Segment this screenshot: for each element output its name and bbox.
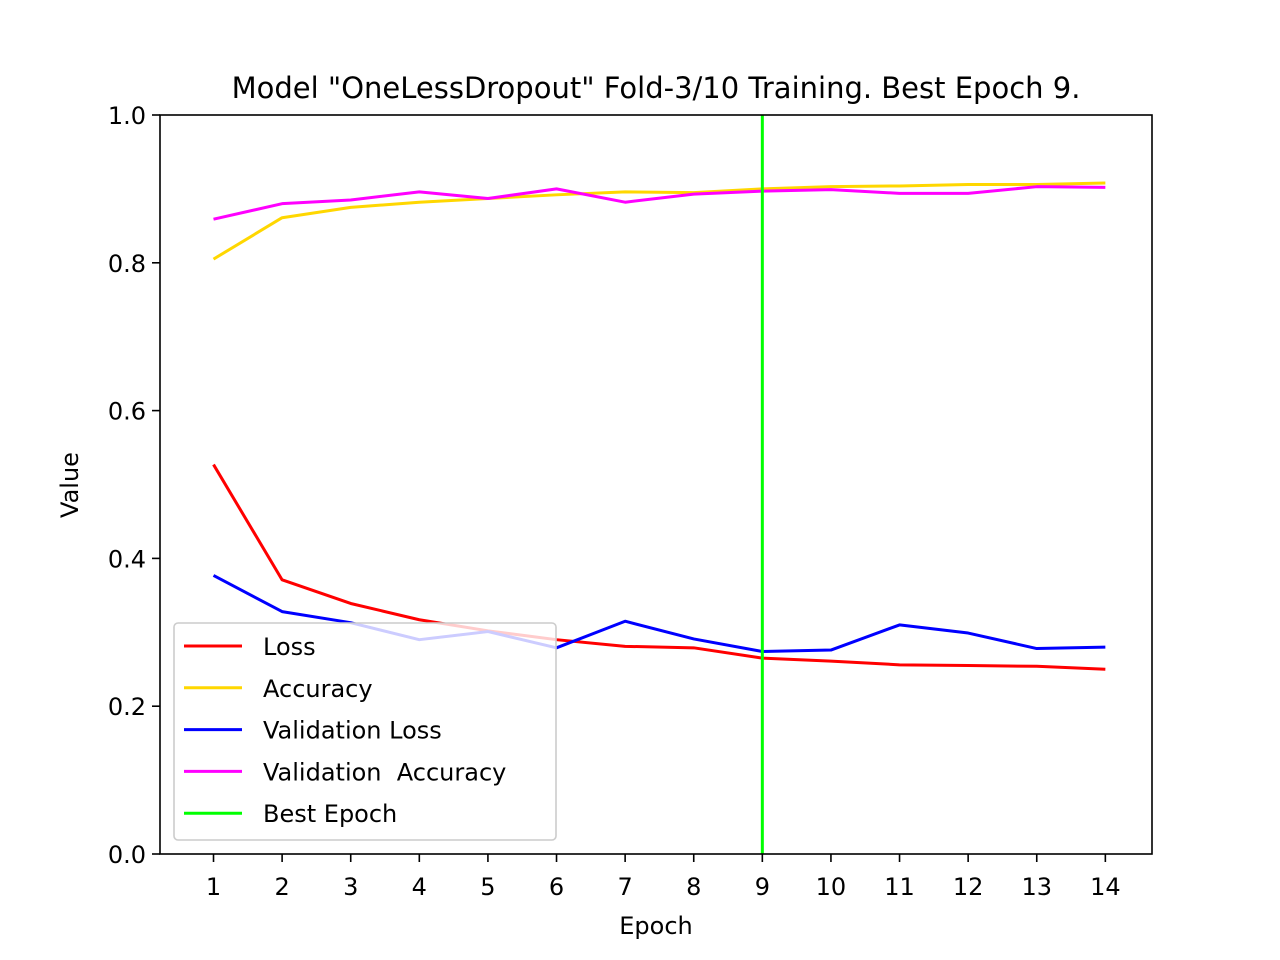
x-axis-label: Epoch xyxy=(619,912,693,940)
x-tick-label: 10 xyxy=(816,873,847,901)
legend-label: Validation Accuracy xyxy=(263,758,506,786)
series-line-accuracy xyxy=(212,181,1106,261)
series-line-loss xyxy=(212,463,1106,671)
series-line-validation-accuracy xyxy=(213,185,1106,221)
x-tick-label: 3 xyxy=(343,873,358,901)
x-tick-label: 1 xyxy=(206,873,221,901)
y-axis: 0.0 0.2 0.4 0.6 0.8 1.0 xyxy=(108,102,160,869)
legend: Loss Accuracy Validation Loss Validation Ac… xyxy=(173,622,557,841)
x-tick-label: 2 xyxy=(274,873,289,901)
x-tick-label: 9 xyxy=(755,873,770,901)
x-tick-label: 4 xyxy=(412,873,427,901)
legend-box xyxy=(173,622,557,841)
y-tick-label: 0.6 xyxy=(108,398,146,426)
x-tick-label: 7 xyxy=(617,873,632,901)
x-tick-label: 12 xyxy=(953,873,984,901)
y-tick-label: 0.2 xyxy=(108,693,146,721)
y-tick-label: 0.0 xyxy=(108,841,146,869)
x-tick-label: 8 xyxy=(686,873,701,901)
x-axis: 1 2 3 4 5 6 7 8 9 10 11 12 13 14 xyxy=(206,854,1121,901)
x-tick-label: 5 xyxy=(480,873,495,901)
plot-frame xyxy=(159,114,1153,855)
y-tick-label: 0.8 xyxy=(108,250,146,278)
x-tick-label: 14 xyxy=(1090,873,1121,901)
y-tick-label: 0.4 xyxy=(108,545,146,573)
y-tick-label: 1.0 xyxy=(108,102,146,130)
x-tick-label: 6 xyxy=(549,873,564,901)
chart-title: Model "OneLessDropout" Fold-3/10 Trainin… xyxy=(232,71,1081,105)
x-tick-label: 13 xyxy=(1021,873,1052,901)
legend-label: Best Epoch xyxy=(263,800,397,828)
legend-label: Validation Loss xyxy=(263,717,442,745)
legend-label: Loss xyxy=(263,633,316,661)
legend-label: Accuracy xyxy=(263,675,373,703)
y-axis-label: Value xyxy=(56,452,84,518)
x-tick-label: 11 xyxy=(884,873,915,901)
